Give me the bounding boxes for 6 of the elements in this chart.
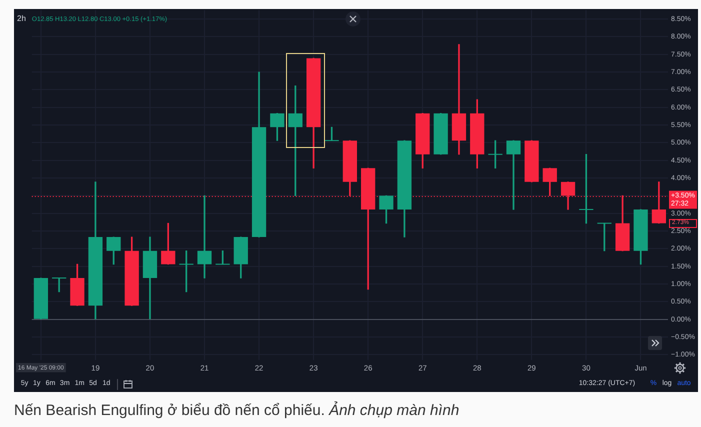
candlestick [506, 140, 521, 210]
candlestick [452, 44, 466, 155]
candlestick [197, 195, 212, 278]
text: 2h [17, 14, 26, 23]
text: Nến Bearish Engulfing ở biểu đồ nến cổ phiếu. [14, 402, 325, 419]
text: Ảnh chụp màn hình [329, 402, 460, 419]
